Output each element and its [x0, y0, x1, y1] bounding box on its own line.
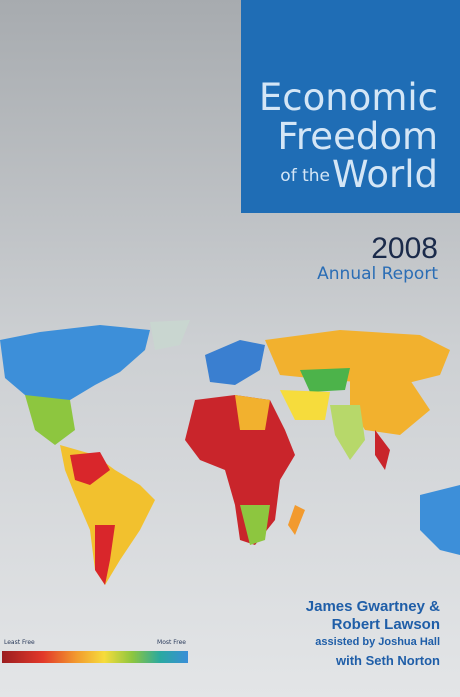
authors: James Gwartney & Robert Lawson assisted …	[306, 598, 440, 668]
map-region	[330, 405, 365, 460]
title-line: Freedom	[277, 115, 438, 158]
map-region	[375, 430, 390, 470]
year: 2008	[371, 232, 438, 265]
map-region	[240, 505, 270, 545]
title-prefix: of the	[280, 166, 330, 186]
map-region	[350, 380, 430, 435]
title-line: Economic	[259, 76, 438, 119]
author-line: Robert Lawson	[332, 616, 440, 633]
map-region	[288, 505, 305, 535]
title-line: World	[332, 153, 438, 196]
map-region	[235, 395, 270, 430]
map-region	[300, 368, 350, 392]
map-region	[25, 395, 75, 445]
author-line: James Gwartney &	[306, 598, 440, 615]
map-region	[0, 325, 150, 405]
map-region	[95, 525, 115, 585]
legend-low: Least Free	[4, 639, 35, 646]
map-region	[205, 340, 265, 385]
title-group: Economic Freedom World of the	[259, 76, 438, 196]
legend-scale	[2, 651, 188, 663]
author-line: with Seth Norton	[335, 653, 440, 668]
author-line: assisted by Joshua Hall	[315, 636, 440, 648]
subtitle: Annual Report	[317, 264, 438, 284]
map-region	[280, 390, 330, 420]
map-region	[420, 485, 460, 555]
title-box	[241, 0, 460, 213]
legend-high: Most Free	[157, 639, 186, 646]
map-region	[70, 452, 110, 485]
map-region	[150, 320, 190, 350]
world-map	[0, 320, 460, 585]
